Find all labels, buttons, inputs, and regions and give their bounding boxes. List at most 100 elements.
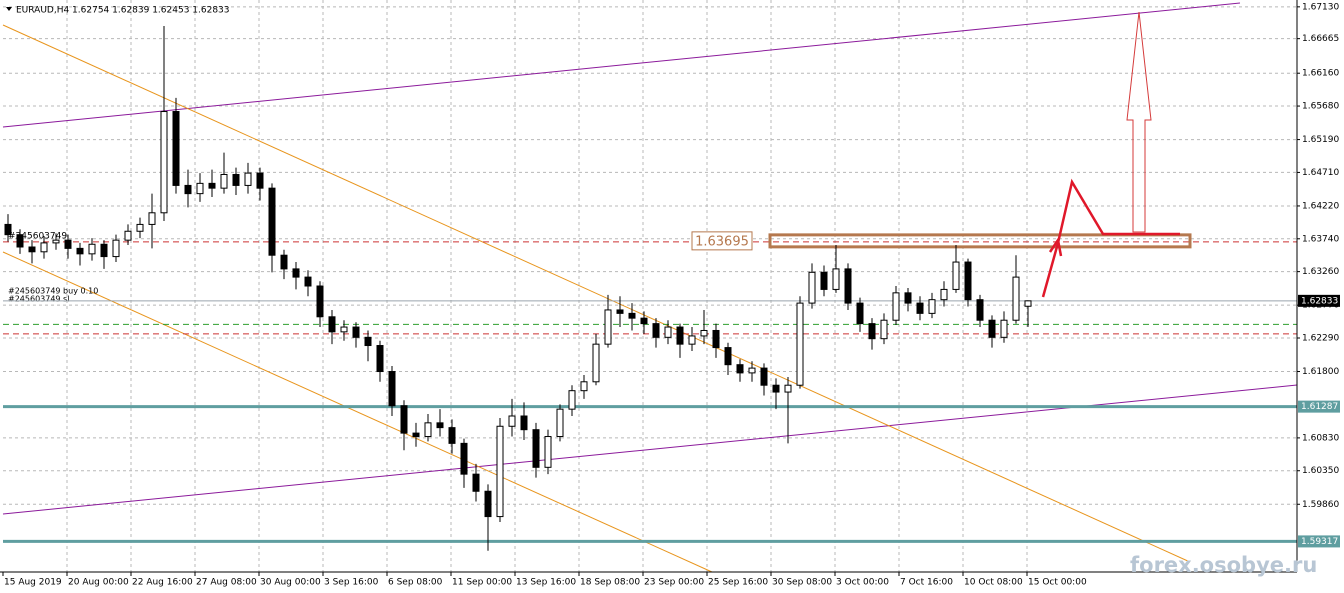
candle-body — [796, 302, 804, 386]
candle-body — [124, 230, 132, 241]
candle-body — [772, 384, 780, 393]
candle-body — [424, 422, 432, 438]
candle-body — [628, 312, 636, 319]
menu-triangle[interactable] — [6, 7, 12, 11]
candle-body — [640, 317, 648, 325]
candle-body — [388, 371, 396, 407]
y-tick-label: 1.65190 — [1302, 135, 1339, 145]
candle-body — [520, 415, 528, 431]
y-tick-label: 1.62290 — [1302, 334, 1339, 344]
x-tick-label: 3 Sep 16:00 — [324, 578, 379, 588]
x-tick-label: 30 Sep 08:00 — [772, 578, 832, 588]
candle-body — [508, 415, 516, 427]
x-tick-label: 3 Oct 00:00 — [836, 578, 889, 588]
candle-body — [4, 223, 12, 236]
candle-body — [412, 432, 420, 438]
x-tick-label: 23 Sep 00:00 — [644, 578, 704, 588]
x-tick-label: 11 Sep 00:00 — [452, 578, 512, 588]
candles — [4, 26, 1032, 551]
candle-body — [400, 405, 408, 434]
level-label-box — [1298, 400, 1340, 413]
candle-body — [544, 436, 552, 468]
y-tick-label: 1.64220 — [1302, 201, 1339, 211]
candle-body — [280, 254, 288, 270]
candle-body — [532, 429, 540, 468]
candle-body — [700, 329, 708, 337]
candle-body — [844, 268, 852, 304]
candle-body — [16, 234, 24, 248]
candle-body — [856, 302, 864, 325]
candle-body — [64, 239, 72, 249]
candle-body — [664, 326, 672, 338]
candle-body — [472, 473, 480, 492]
candle-body — [748, 367, 756, 374]
level-label: 1.62833 — [1301, 296, 1338, 306]
candle-body — [496, 425, 504, 518]
candle-body — [808, 271, 816, 304]
forecast-arrow — [1041, 178, 1180, 298]
candle-body — [880, 319, 888, 340]
candle-body — [712, 329, 720, 349]
candle-body — [316, 285, 324, 318]
order-label: #245603749 buy 0.10 — [8, 287, 98, 296]
x-tick-label: 6 Sep 08:00 — [388, 578, 443, 588]
candle-body — [436, 422, 444, 429]
y-tick-label: 1.66160 — [1302, 69, 1339, 79]
candle-body — [1024, 300, 1032, 307]
candle-body — [304, 276, 312, 287]
trend-line — [2, 24, 1191, 563]
candle-body — [964, 261, 972, 301]
candle-body — [904, 292, 912, 304]
candle-body — [364, 336, 372, 347]
candle-body — [676, 326, 684, 345]
price-label: 1.63695 — [695, 234, 749, 249]
candle-body — [556, 408, 564, 438]
levels: 1.63695 #245603749 #245603749 buy 0.10#245… — [3, 231, 1297, 543]
candle-body — [916, 302, 924, 314]
candle-body — [724, 347, 732, 366]
y-tick-label: 1.66665 — [1302, 34, 1339, 44]
candle-body — [40, 242, 48, 253]
candle-body — [184, 184, 192, 195]
level-label: 1.59317 — [1301, 537, 1338, 547]
candle-body — [892, 292, 900, 321]
order-label: #245603749 sl — [8, 295, 69, 304]
trend-line — [2, 2, 1241, 128]
y-tick-label: 1.61800 — [1302, 367, 1339, 377]
candle-body — [832, 268, 840, 290]
candle-body — [1012, 276, 1020, 321]
candle-body — [220, 173, 228, 189]
candle-body — [952, 261, 960, 290]
level-label-box — [1298, 535, 1340, 548]
candle-body — [172, 111, 180, 186]
level-label: 1.61287 — [1301, 402, 1338, 412]
candle-body — [1000, 319, 1008, 338]
candle-body — [604, 309, 612, 345]
candle-body — [940, 288, 948, 301]
candle-body — [568, 390, 576, 410]
candle-body — [100, 243, 108, 258]
candle-body — [160, 111, 168, 214]
level-label-box — [1298, 294, 1340, 307]
x-tick-label: 10 Oct 08:00 — [964, 578, 1023, 588]
candle-body — [736, 364, 744, 374]
y-tick-label: 1.63260 — [1302, 267, 1339, 277]
trend-line — [2, 251, 713, 573]
candle-body — [256, 172, 264, 189]
resistance-zone — [768, 233, 1192, 249]
order-label: #245603749 — [8, 231, 67, 241]
candle-body — [88, 243, 96, 255]
x-tick-label: 25 Sep 16:00 — [708, 578, 768, 588]
candle-body — [232, 173, 240, 186]
arrow-head — [1048, 236, 1063, 257]
watermark: forex.osobye.ru — [1130, 553, 1317, 577]
y-tick-label: 1.60830 — [1302, 433, 1339, 443]
x-tick-label: 20 Aug 00:00 — [68, 578, 129, 588]
candle-body — [352, 326, 360, 338]
y-tick-label: 1.60350 — [1302, 466, 1339, 476]
candle-body — [616, 309, 624, 314]
up-arrow — [1126, 11, 1152, 233]
